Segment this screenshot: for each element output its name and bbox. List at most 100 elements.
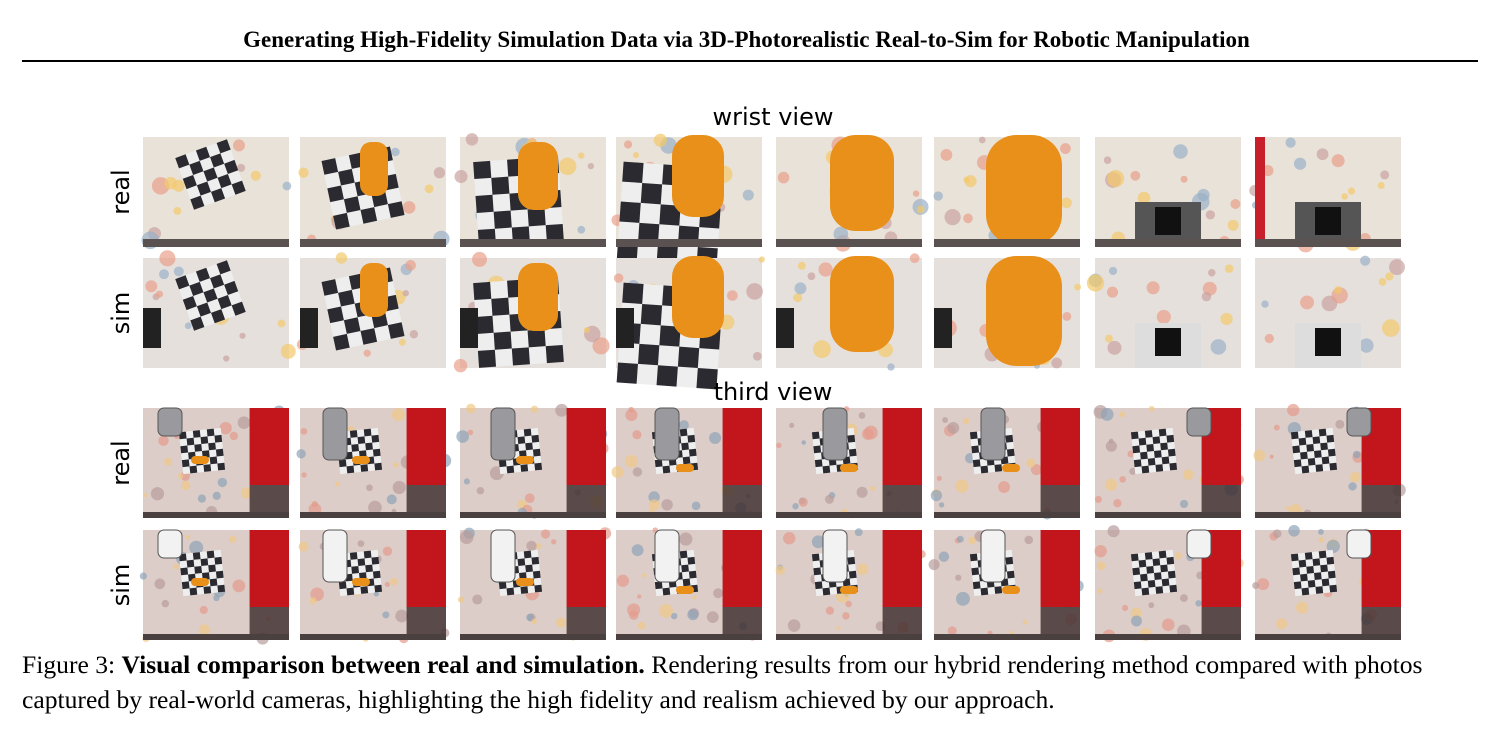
board-square <box>1133 459 1142 468</box>
sticker <box>239 332 246 339</box>
shadow-bar <box>460 239 606 247</box>
board-square <box>1005 556 1014 565</box>
sticker <box>578 152 585 159</box>
floor-pattern <box>154 578 166 590</box>
floor-strip <box>934 634 1080 640</box>
floor-pattern <box>384 581 390 587</box>
board-square <box>374 584 383 593</box>
floor-pattern <box>824 494 834 504</box>
board-square <box>520 464 529 472</box>
board-square <box>1292 445 1301 454</box>
board-square <box>687 434 696 443</box>
board-square <box>216 139 231 154</box>
sticker <box>613 273 624 283</box>
floor-pattern <box>648 491 660 503</box>
board-square <box>181 581 190 590</box>
sticker <box>727 290 738 301</box>
board-square <box>1329 584 1338 593</box>
sticker <box>1385 272 1394 281</box>
shadow-bar <box>616 239 762 247</box>
floor-pattern <box>1318 536 1324 543</box>
sticker <box>1061 197 1072 209</box>
caption-bold: Visual comparison between real and simul… <box>121 650 645 679</box>
board-square <box>1304 552 1313 560</box>
image-tile <box>296 407 452 518</box>
sticker <box>1208 269 1216 277</box>
board-square <box>208 564 216 573</box>
board-square <box>654 581 663 590</box>
board-square <box>1146 566 1154 574</box>
basket <box>566 530 606 607</box>
sticker <box>632 152 639 159</box>
board-square <box>520 586 529 594</box>
robot-arm <box>322 407 348 461</box>
floor-pattern <box>229 431 239 441</box>
board-square <box>511 347 530 366</box>
board-square <box>811 431 820 440</box>
board-square <box>677 346 700 369</box>
board-square <box>357 558 366 567</box>
board-square <box>531 556 540 565</box>
image-tile <box>454 133 606 247</box>
floor-pattern <box>1296 601 1309 614</box>
floor-pattern <box>938 551 950 562</box>
board-square <box>1327 570 1336 579</box>
floor-pattern <box>998 481 1011 493</box>
board-square <box>1307 579 1316 588</box>
board-square <box>1141 587 1150 596</box>
bottle <box>676 464 694 472</box>
board-square <box>1169 462 1178 471</box>
robot-arm <box>322 529 348 583</box>
board-square <box>180 445 189 454</box>
board-square <box>1312 436 1321 445</box>
board-square <box>343 196 361 213</box>
board-square <box>477 349 497 368</box>
floor-pattern <box>237 416 251 429</box>
floor-pattern <box>392 461 399 468</box>
board-square <box>351 444 360 452</box>
caption-label: Figure 3: <box>22 650 116 679</box>
floor-pattern <box>382 611 390 619</box>
sticker <box>453 358 468 373</box>
board-square <box>1155 464 1164 472</box>
floor-pattern <box>1288 524 1300 537</box>
floor-pattern <box>390 577 398 586</box>
floor-pattern <box>678 420 689 431</box>
sticker <box>237 163 246 172</box>
board-square <box>338 459 347 468</box>
sticker <box>1107 170 1125 188</box>
bottle <box>672 256 724 338</box>
board-square <box>681 442 689 451</box>
board-square <box>662 465 671 474</box>
board-square <box>1300 573 1308 582</box>
board-square <box>1306 566 1314 574</box>
basket-edge <box>1255 137 1265 247</box>
image-tile <box>611 406 762 518</box>
sticker <box>933 191 943 201</box>
board-square <box>1304 430 1313 438</box>
board-square <box>1290 431 1299 440</box>
sticker <box>978 136 986 144</box>
sticker <box>1156 309 1171 324</box>
bottle <box>1002 586 1020 594</box>
board-square <box>186 437 195 446</box>
sticker <box>1060 143 1071 154</box>
board-square <box>1298 437 1307 446</box>
sticker <box>1227 219 1239 231</box>
board-square <box>215 448 224 457</box>
image-tile <box>143 250 296 368</box>
board-square <box>1130 553 1139 562</box>
floor-pattern <box>624 454 638 468</box>
sticker <box>1359 338 1374 353</box>
board-square <box>1144 552 1153 560</box>
robot-arm <box>1186 529 1212 559</box>
sticker <box>1062 311 1072 321</box>
floor-pattern <box>1105 440 1117 452</box>
floor-pattern <box>968 536 977 545</box>
floor-pattern <box>180 480 191 491</box>
image-tile <box>457 527 612 641</box>
board-square <box>1301 465 1310 474</box>
floor-pattern <box>783 532 796 545</box>
board-square <box>190 195 205 210</box>
sticker <box>145 280 158 293</box>
